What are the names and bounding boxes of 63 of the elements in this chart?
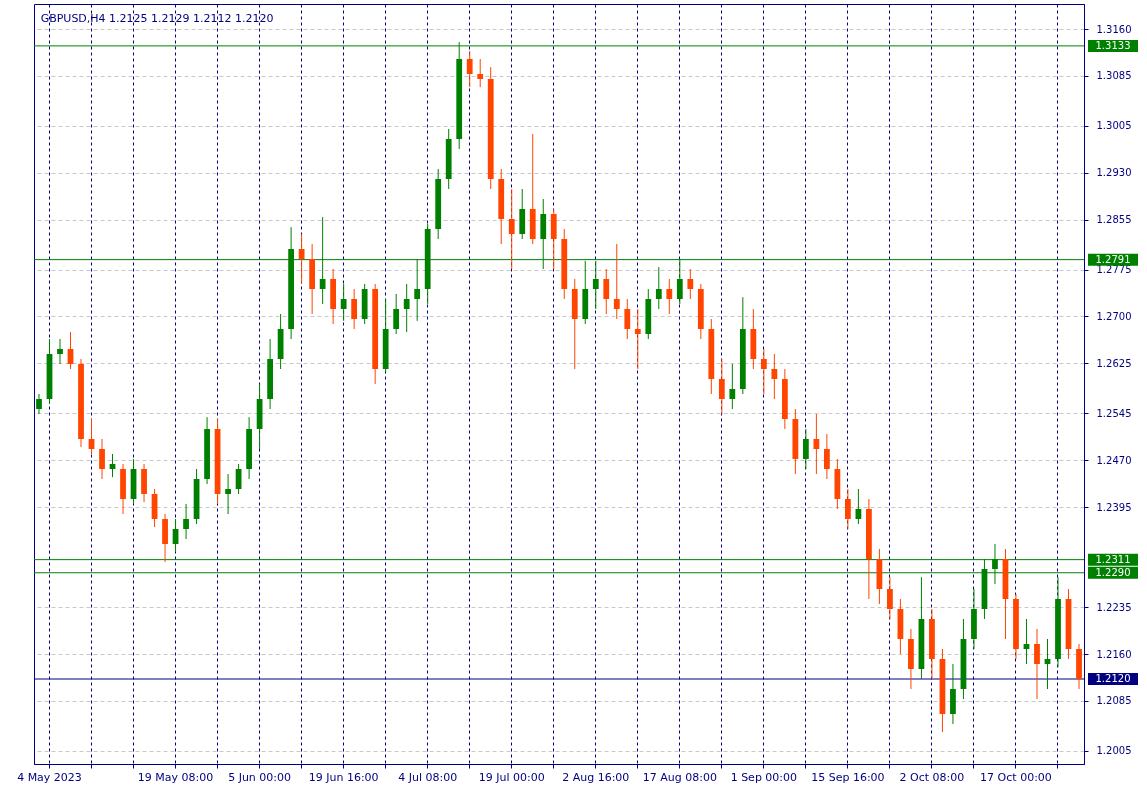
y-tick-label: 1.2160 xyxy=(1096,648,1132,660)
candlestick xyxy=(760,348,767,395)
y-tick-label: 1.2545 xyxy=(1096,407,1132,419)
text: GBPUSD,H4 1.2125 1.2129 1.2112 1.2120 xyxy=(40,12,274,25)
x-tick-label: 2 Oct 08:00 xyxy=(899,770,965,784)
candlestick xyxy=(887,576,893,620)
y-tick-label: 1.2625 xyxy=(1096,357,1132,369)
y-tick-label: 1.3085 xyxy=(1096,70,1132,82)
y-tick-label: 1.2395 xyxy=(1096,501,1132,513)
y-tick-label: 1.2775 xyxy=(1096,264,1132,276)
candlestick xyxy=(351,288,358,330)
x-tick-label: 5 Jun 00:00 xyxy=(228,770,292,784)
y-tick-label: 1.3005 xyxy=(1096,120,1132,132)
candlestick xyxy=(729,363,736,410)
candlestick xyxy=(298,233,305,285)
candlestick xyxy=(477,58,484,88)
y-tick-label: 1.3160 xyxy=(1096,23,1132,35)
x-tick-label: 15 Sep 16:00 xyxy=(811,770,885,784)
candlestick xyxy=(340,283,347,322)
candlestick xyxy=(624,298,631,340)
candlestick xyxy=(403,283,410,333)
ref-line-label: 1.2290 xyxy=(1095,566,1131,578)
candlestick xyxy=(655,266,662,310)
candlestick xyxy=(634,308,641,370)
ref-line-label: 1.2791 xyxy=(1095,253,1131,265)
y-tick-label: 1.2005 xyxy=(1096,745,1132,757)
x-tick-label: 1 Sep 00:00 xyxy=(730,770,798,784)
x-tick-label: 2 Aug 16:00 xyxy=(562,770,630,784)
candlestick xyxy=(666,278,673,315)
candlestick xyxy=(57,338,63,365)
candlestick xyxy=(603,268,610,315)
y-tick-label: 1.2855 xyxy=(1096,214,1132,226)
x-tick-label: 19 May 08:00 xyxy=(137,770,214,784)
y-tick-label: 1.2235 xyxy=(1096,601,1132,613)
x-tick-label: 17 Oct 00:00 xyxy=(980,770,1052,784)
y-tick-label: 1.2470 xyxy=(1096,454,1132,466)
candlestick xyxy=(613,243,620,320)
candlestick xyxy=(36,393,42,415)
y-tick-label: 1.2930 xyxy=(1096,167,1132,179)
x-tick-label: 17 Aug 08:00 xyxy=(642,770,717,784)
x-tick-label: 4 Jul 08:00 xyxy=(398,770,458,784)
ref-line-label: 1.2311 xyxy=(1095,553,1131,565)
ref-line-label: 1.3133 xyxy=(1095,39,1131,51)
candlestick xyxy=(802,428,809,470)
candlestick xyxy=(813,413,820,475)
candlestick xyxy=(466,50,473,88)
candlestick xyxy=(183,503,189,540)
candlestick xyxy=(823,433,830,480)
candlestick xyxy=(225,473,231,515)
candlestick xyxy=(1034,628,1040,700)
candlestick xyxy=(508,188,515,270)
candlestick xyxy=(687,268,694,300)
x-tick-label: 4 May 2023 xyxy=(17,770,82,784)
candlestick xyxy=(393,293,400,335)
x-tick-label: 19 Jul 00:00 xyxy=(478,770,545,784)
x-tick-label: 19 Jun 16:00 xyxy=(308,770,379,784)
candlestick xyxy=(718,358,725,415)
y-tick-label: 1.2700 xyxy=(1096,311,1132,322)
candlestick xyxy=(99,438,105,480)
y-tick-label: 1.2085 xyxy=(1096,695,1132,707)
candlestick xyxy=(771,353,778,400)
candlestick xyxy=(845,488,851,530)
ref-line-label: 1.2120 xyxy=(1095,673,1131,684)
